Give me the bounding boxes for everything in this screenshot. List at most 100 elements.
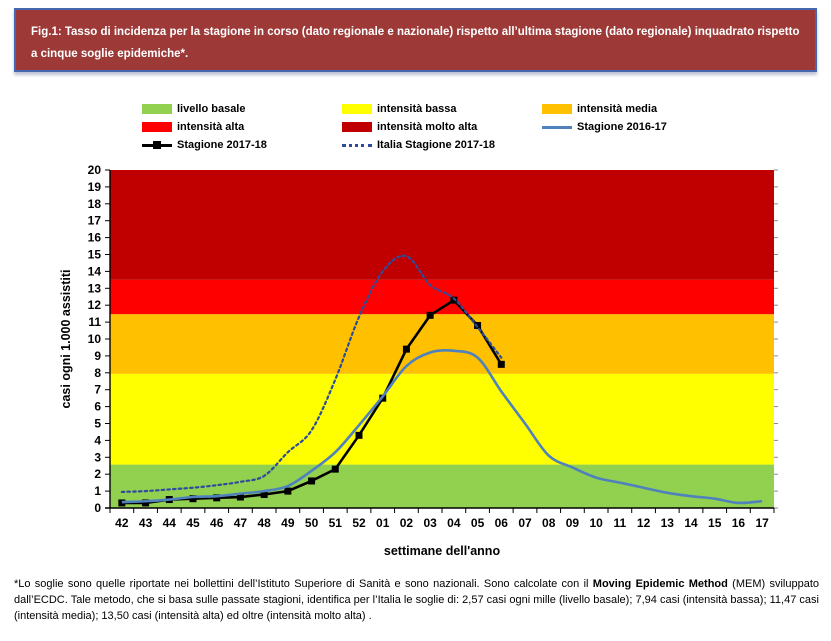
y-tick-label: 16: [88, 231, 102, 245]
x-tick-label: 48: [257, 516, 271, 530]
band-intensit-media: [110, 314, 774, 374]
x-tick-label: 13: [661, 516, 675, 530]
y-tick-label: 8: [94, 366, 101, 380]
legend-swatch-intensit-media-icon: [542, 104, 572, 114]
series-marker-stagione-2017-18: [308, 477, 316, 485]
legend-label: intensità molto alta: [377, 121, 478, 133]
x-tick-label: 05: [471, 516, 485, 530]
footnote-text-2: (MEM) sviluppato dall’ECDC. Tale metodo,…: [14, 578, 819, 622]
y-tick-label: 18: [88, 197, 102, 211]
y-tick-label: 11: [88, 315, 101, 329]
y-tick-label: 6: [94, 400, 101, 414]
x-tick-label: 03: [423, 516, 437, 530]
legend-swatch-italia-stagione-2017-18-icon: [342, 143, 372, 147]
series-marker-stagione-2017-18: [142, 499, 150, 507]
y-tick-label: 20: [88, 163, 102, 177]
series-marker-stagione-2017-18: [260, 490, 268, 498]
x-tick-label: 45: [186, 516, 200, 530]
legend-square-marker: [153, 140, 161, 149]
series-marker-stagione-2017-18: [189, 495, 197, 503]
x-tick-label: 51: [329, 516, 343, 530]
legend-label: intensità alta: [177, 121, 245, 133]
x-tick-label: 04: [447, 516, 461, 530]
y-axis-title: casi ogni 1.000 assistiti: [59, 270, 73, 409]
x-tick-label: 52: [352, 516, 366, 530]
x-tick-label: 46: [210, 516, 224, 530]
band-livello-basale: [110, 464, 774, 508]
x-tick-label: 09: [566, 516, 580, 530]
series-line-italia-stagione-2017-18: [120, 254, 503, 494]
x-tick-label: 12: [637, 516, 651, 530]
legend-item-intensit-molto-alta: intensità molto alta: [342, 121, 542, 133]
legend-swatch-intensit-bassa-icon: [342, 104, 372, 114]
legend-swatch-livello-basale-icon: [142, 104, 172, 114]
legend-item-stagione-2017-18: Stagione 2017-18: [142, 139, 342, 151]
x-tick-label: 14: [684, 516, 698, 530]
x-tick-label: 47: [234, 516, 248, 530]
x-tick-label: 08: [542, 516, 556, 530]
footnote-bold-mem: Moving Epidemic Method: [592, 578, 728, 590]
series-marker-stagione-2017-18: [355, 431, 363, 439]
x-tick-label: 15: [708, 516, 722, 530]
chart-legend: livello basale intensità bassa intensità m…: [142, 100, 752, 154]
x-tick-label: 50: [305, 516, 319, 530]
x-tick-label: 07: [518, 516, 532, 530]
x-tick-label: 06: [495, 516, 509, 530]
series-marker-stagione-2017-18: [402, 345, 410, 353]
figure-title: Fig.1: Tasso di incidenza per la stagion…: [31, 26, 800, 60]
x-tick-label: 49: [281, 516, 295, 530]
y-tick-label: 10: [88, 332, 102, 346]
y-tick-label: 12: [88, 298, 102, 312]
series-marker-stagione-2017-18: [118, 499, 126, 507]
legend-label: livello basale: [177, 103, 246, 115]
x-tick-label: 02: [400, 516, 414, 530]
x-tick-label: 10: [589, 516, 603, 530]
series-marker-stagione-2017-18: [497, 360, 505, 368]
legend-label: Italia Stagione 2017-18: [377, 139, 495, 151]
x-tick-label: 17: [755, 516, 769, 530]
legend-item-stagione-2016-17: Stagione 2016-17: [542, 121, 752, 133]
figure-title-box: Fig.1: Tasso di incidenza per la stagion…: [14, 8, 817, 72]
legend-label: intensità media: [577, 103, 658, 115]
series-marker-stagione-2017-18: [331, 465, 339, 473]
x-tick-label: 11: [614, 516, 627, 530]
legend-item-intensit-bassa: intensità bassa: [342, 103, 542, 115]
y-tick-label: 14: [88, 264, 102, 278]
series-marker-stagione-2017-18: [450, 296, 458, 304]
legend-label: intensità bassa: [377, 103, 457, 115]
band-intensit-molto-alta: [110, 170, 774, 280]
x-tick-label: 44: [163, 516, 177, 530]
series-marker-stagione-2017-18: [426, 311, 434, 319]
y-tick-label: 7: [94, 383, 101, 397]
y-tick-label: 4: [94, 433, 101, 447]
y-tick-label: 9: [94, 349, 101, 363]
x-tick-label: 43: [139, 516, 153, 530]
series-marker-stagione-2017-18: [284, 487, 292, 495]
y-tick-label: 0: [94, 501, 101, 515]
legend-swatch-stagione-2017-18-icon: [142, 140, 172, 149]
x-tick-label: 01: [376, 516, 390, 530]
y-tick-label: 2: [94, 467, 101, 481]
x-tick-label: 42: [115, 516, 129, 530]
y-tick-label: 17: [88, 214, 102, 228]
series-marker-stagione-2017-18: [213, 494, 221, 502]
x-tick-label: 16: [732, 516, 746, 530]
band-intensit-bassa: [110, 373, 774, 465]
legend-swatch-stagione-2016-17-icon: [542, 125, 572, 129]
legend-swatch-intensit-molto-alta-icon: [342, 122, 372, 132]
legend-item-italia-stagione-2017-18: Italia Stagione 2017-18: [342, 139, 542, 151]
y-tick-label: 13: [88, 281, 102, 295]
x-axis-title: settimane dell'anno: [384, 544, 501, 558]
footnote: *Lo soglie sono quelle riportate nei bol…: [14, 577, 819, 625]
legend-swatch-intensit-alta-icon: [142, 122, 172, 132]
legend-item-intensit-media: intensità media: [542, 103, 752, 115]
footnote-text-1: *Lo soglie sono quelle riportate nei bol…: [14, 578, 593, 590]
y-tick-label: 3: [94, 450, 101, 464]
legend-item-livello-basale: livello basale: [142, 103, 342, 115]
y-tick-label: 15: [88, 248, 102, 262]
series-marker-stagione-2017-18: [236, 493, 244, 501]
legend-item-intensit-alta: intensità alta: [142, 121, 342, 133]
y-tick-label: 5: [94, 417, 101, 431]
